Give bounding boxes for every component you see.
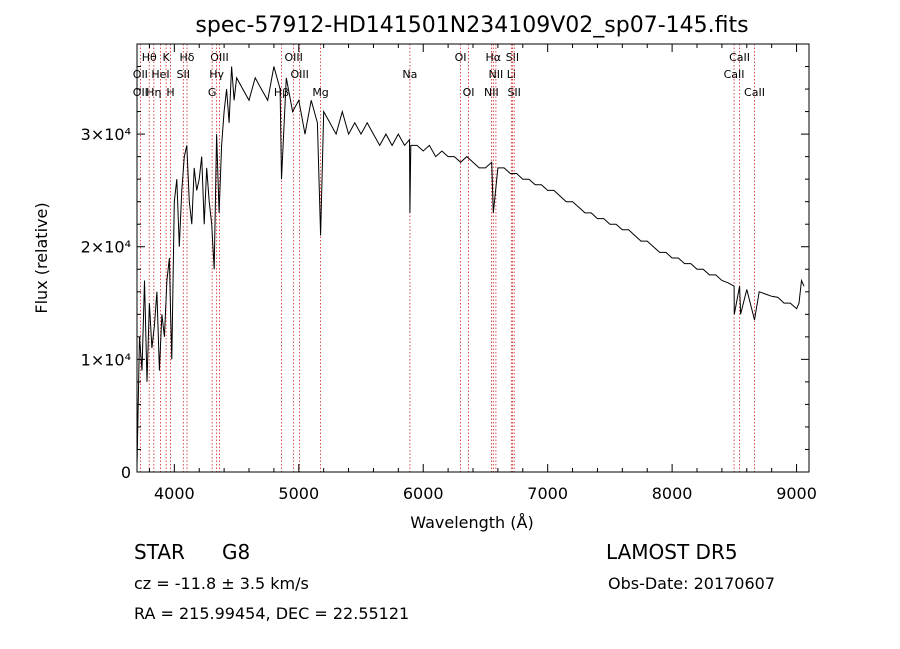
line-marker-label: Mg [312, 86, 328, 99]
chart-title: spec-57912-HD141501N234109V02_sp07-145.f… [195, 13, 748, 38]
line-marker-label: SII [177, 68, 190, 81]
line-marker-label: HeI [151, 68, 169, 81]
line-marker-label: Hη [146, 86, 161, 99]
survey-name: LAMOST DR5 [606, 540, 738, 564]
x-tick-label: 4000 [154, 484, 195, 503]
line-marker-label: OII [133, 68, 148, 81]
line-marker-label: OIII [290, 68, 308, 81]
line-marker-label: G [208, 86, 217, 99]
y-tick-label: 0 [121, 463, 131, 482]
line-marker-label: SII [506, 51, 519, 64]
obs-date: Obs-Date: 20170607 [608, 574, 776, 593]
object-class: STAR [134, 540, 185, 564]
line-marker-label: CaII [744, 86, 765, 99]
cz-value: cz = -11.8 ± 3.5 km/s [134, 574, 309, 593]
y-axis-ticks: 0 1×10⁴ 2×10⁴ 3×10⁴ [81, 66, 809, 482]
x-tick-label: 7000 [527, 484, 568, 503]
line-marker-label: Hβ [274, 86, 289, 99]
coordinates: RA = 215.99454, DEC = 22.55121 [134, 604, 410, 623]
object-subclass: G8 [222, 540, 251, 564]
line-marker-label: NII [484, 86, 499, 99]
spectrum-line [136, 66, 805, 467]
line-marker-label: NII [489, 68, 504, 81]
line-marker-label: Hα [486, 51, 502, 64]
line-marker-label: Hδ [180, 51, 195, 64]
x-axis-label: Wavelength (Å) [410, 513, 533, 532]
x-axis-ticks: 4000 5000 6000 7000 8000 9000 [148, 44, 817, 503]
line-marker-label: OI [463, 86, 475, 99]
y-axis-label: Flux (relative) [32, 202, 51, 313]
line-marker-label: Li [507, 68, 516, 81]
y-tick-label: 3×10⁴ [81, 125, 131, 144]
line-marker-label: K [163, 51, 171, 64]
x-tick-label: 9000 [776, 484, 817, 503]
line-marker-label: H [166, 86, 174, 99]
line-marker-label: Hθ [142, 51, 157, 64]
x-tick-label: 6000 [403, 484, 444, 503]
line-marker-label: Na [402, 68, 417, 81]
x-tick-label: 5000 [278, 484, 319, 503]
y-tick-label: 2×10⁴ [81, 238, 131, 257]
line-marker-label: OI [455, 51, 467, 64]
line-marker-label: CaII [724, 68, 745, 81]
x-tick-label: 8000 [652, 484, 693, 503]
line-marker-label: SII [507, 86, 520, 99]
line-marker-label: Hγ [209, 68, 224, 81]
plot-frame [136, 43, 810, 473]
line-marker-label: OIII [284, 51, 302, 64]
line-markers: Hθ K Hδ OIII OIII Na OI Hα SII CaII OII HeI SII Hγ OII… [133, 44, 765, 472]
line-marker-label: OIII [210, 51, 228, 64]
y-tick-label: 1×10⁴ [81, 350, 131, 369]
line-marker-label: CaII [729, 51, 750, 64]
